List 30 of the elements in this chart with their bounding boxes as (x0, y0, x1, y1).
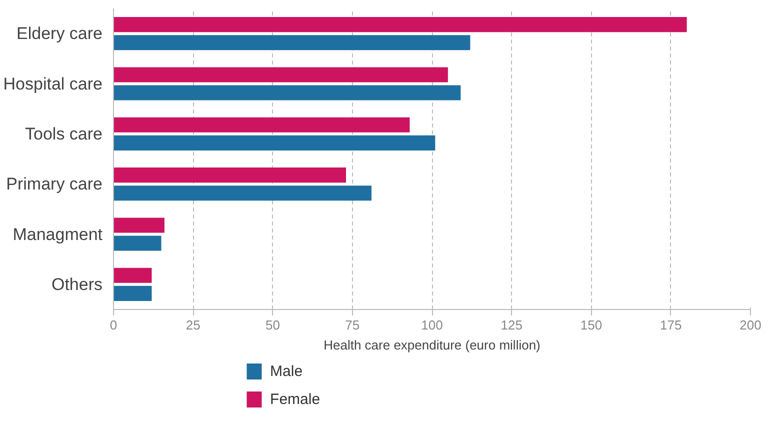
legend-label: Male (270, 363, 303, 380)
x-tick-label: 175 (660, 318, 682, 332)
bar (114, 168, 346, 183)
x-tick-label: 125 (500, 318, 522, 332)
bar (114, 67, 448, 82)
x-tick-label: 0 (110, 318, 118, 332)
x-tick-label: 200 (740, 318, 762, 332)
x-tick-label: 25 (186, 318, 200, 332)
bar (114, 236, 162, 251)
x-tick-label: 150 (580, 318, 602, 332)
bar (114, 17, 687, 32)
bar (114, 268, 152, 283)
bar (114, 117, 410, 132)
y-tick-label: Others (51, 274, 103, 294)
x-tick-label: 50 (266, 318, 280, 332)
legend-label: Female (270, 391, 320, 408)
x-tick-label: 100 (421, 318, 443, 332)
y-tick-label: Tools care (25, 124, 103, 144)
y-tick-label: Managment (12, 224, 103, 244)
y-tick-label: Hospital care (3, 74, 103, 94)
bar (114, 35, 470, 50)
bar (114, 286, 152, 301)
bar (114, 218, 164, 233)
x-tick-label: 75 (345, 318, 360, 332)
y-tick-label: Primary care (6, 174, 103, 194)
bar (114, 186, 372, 201)
x-axis-title: Health care expenditure (euro million) (324, 338, 540, 352)
bar (114, 135, 436, 150)
bar (114, 85, 461, 100)
y-tick-label: Eldery care (16, 24, 103, 44)
